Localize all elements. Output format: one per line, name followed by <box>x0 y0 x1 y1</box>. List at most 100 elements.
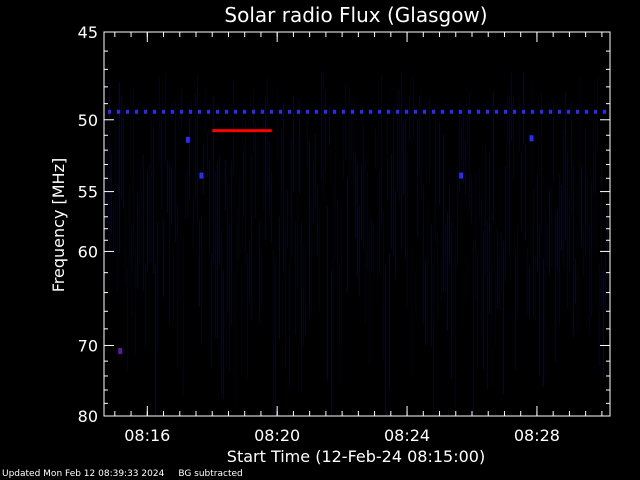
noise-streak <box>195 93 196 201</box>
noise-streak <box>515 252 516 370</box>
y-tick-label: 80 <box>78 407 98 426</box>
noise-streak <box>435 107 436 242</box>
noise-streak <box>547 222 548 267</box>
band-dot <box>171 109 174 114</box>
band-dot <box>594 109 597 114</box>
noise-streak <box>501 231 502 291</box>
noise-streak <box>233 82 234 175</box>
noise-streak <box>347 178 348 293</box>
noise-streak <box>325 89 326 173</box>
band-dot <box>126 109 129 114</box>
plot-area <box>105 72 608 416</box>
band-dot <box>288 109 291 114</box>
noise-streak <box>605 255 606 312</box>
noise-streak <box>227 182 228 315</box>
noise-streak <box>259 220 260 325</box>
noise-streak <box>341 208 342 348</box>
noise-streak <box>537 173 538 272</box>
band-dot <box>243 109 246 114</box>
noise-streak <box>145 263 146 349</box>
band-dot <box>225 109 228 114</box>
noise-streak <box>267 77 268 193</box>
band-dot <box>576 109 579 114</box>
noise-streak <box>327 206 328 381</box>
noise-streak <box>153 126 154 274</box>
noise-streak <box>343 121 344 179</box>
noise-streak <box>329 105 330 146</box>
noise-streak <box>485 142 486 276</box>
noise-streak <box>337 198 338 290</box>
noise-streak <box>221 229 222 398</box>
band-dot <box>180 109 183 114</box>
noise-streak <box>411 245 412 378</box>
noise-streak <box>565 91 566 241</box>
noise-streak <box>247 253 248 378</box>
noise-streak <box>449 184 450 266</box>
noise-streak <box>497 229 498 309</box>
noise-streak <box>601 167 602 309</box>
x-axis-label: Start Time (12-Feb-24 08:15:00) <box>227 447 485 466</box>
noise-streak <box>199 219 200 308</box>
noise-streak <box>123 109 124 209</box>
noise-streak <box>441 261 442 303</box>
noise-streak <box>371 217 372 273</box>
noise-streak <box>171 165 172 224</box>
noise-streak <box>161 115 162 211</box>
bg-note: BG subtracted <box>178 469 243 479</box>
y-tick-label: 55 <box>78 183 98 202</box>
noise-streak <box>215 171 216 339</box>
noise-streak <box>239 177 240 262</box>
noise-streak <box>363 123 364 250</box>
noise-streak <box>293 96 294 192</box>
noise-streak <box>385 265 386 416</box>
noise-streak <box>387 117 388 200</box>
band-dot <box>468 109 471 114</box>
noise-streak <box>541 91 542 235</box>
noise-streak <box>131 226 132 316</box>
noise-streak <box>543 258 544 388</box>
noise-streak <box>453 209 454 333</box>
band-dot <box>414 109 417 114</box>
noise-streak <box>563 130 564 270</box>
x-tick-label: 08:16 <box>124 426 170 445</box>
noise-streak <box>265 97 266 240</box>
noise-streak <box>393 106 394 258</box>
noise-streak <box>469 90 470 214</box>
band-dot <box>603 109 606 114</box>
noise-streak <box>589 225 590 335</box>
noise-streak <box>185 170 186 219</box>
noise-streak <box>209 159 210 253</box>
noise-streak <box>155 265 156 416</box>
noise-streak <box>595 123 596 251</box>
noise-streak <box>389 253 390 390</box>
noise-streak <box>245 118 246 263</box>
noise-streak <box>451 222 452 379</box>
band-dot <box>270 109 273 114</box>
noise-streak <box>569 196 570 273</box>
band-dot <box>216 109 219 114</box>
band-dot <box>432 109 435 114</box>
noise-streak <box>603 269 604 377</box>
noise-streak <box>491 213 492 391</box>
noise-streak <box>465 139 466 195</box>
noise-streak <box>539 224 540 377</box>
noise-streak <box>503 241 504 395</box>
noise-streak <box>295 220 296 335</box>
noise-streak <box>459 101 460 193</box>
noise-streak <box>403 121 404 196</box>
band-dot <box>315 109 318 114</box>
noise-streak <box>137 192 138 289</box>
noise-streak <box>557 210 558 269</box>
y-tick-label: 60 <box>78 242 98 261</box>
noise-streak <box>179 238 180 302</box>
noise-streak <box>281 127 282 217</box>
noise-streak <box>321 72 322 181</box>
noise-streak <box>317 185 318 257</box>
noise-streak <box>529 266 530 319</box>
noise-streak <box>263 116 264 212</box>
noise-streak <box>593 118 594 194</box>
footer: Updated Mon Feb 12 08:39:33 2024 BG subtr… <box>2 469 257 479</box>
noise-streak <box>117 184 118 293</box>
noise-streak <box>383 212 384 360</box>
noise-streak <box>413 75 414 142</box>
